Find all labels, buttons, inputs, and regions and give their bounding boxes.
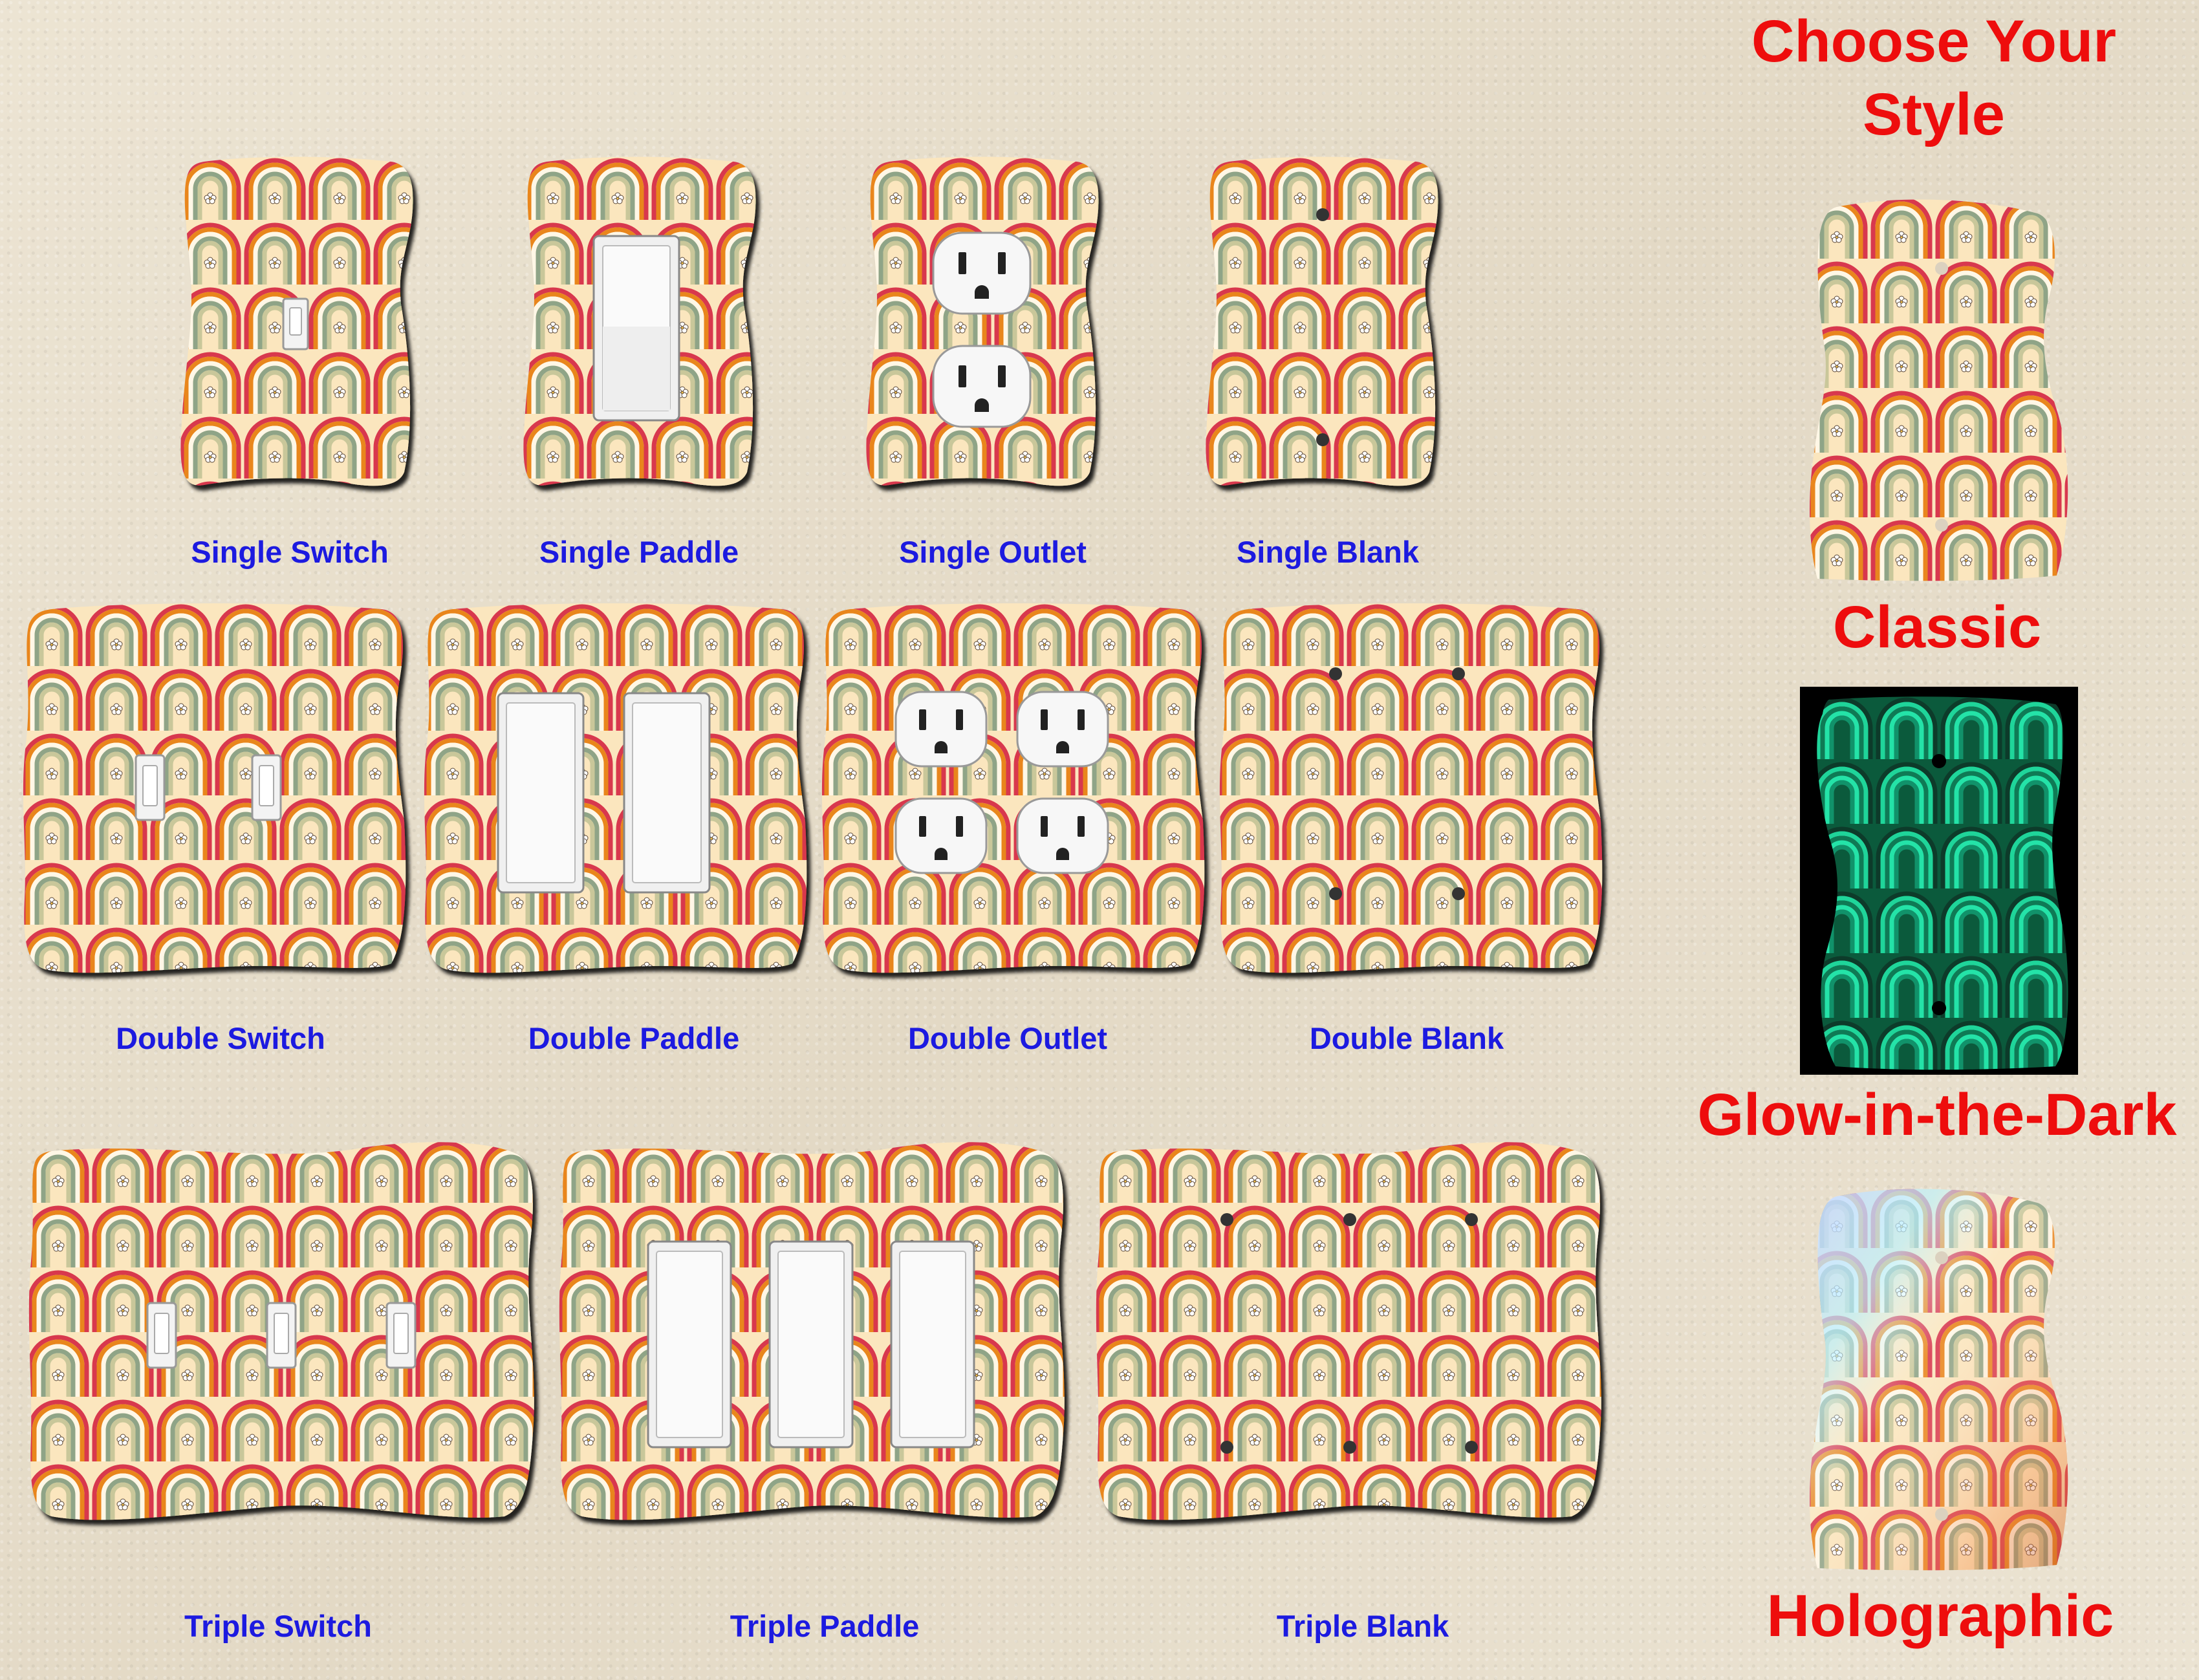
classic-style-label: Classic: [1832, 594, 2042, 660]
holographic-style-sample[interactable]: [1804, 1183, 2076, 1571]
plate-label: Single Switch: [191, 535, 389, 569]
plate-label: Single Blank: [1236, 535, 1420, 569]
plate-label: Double Switch: [116, 1021, 325, 1055]
triple-blank-plate[interactable]: [1093, 1138, 1604, 1526]
plate-label: Single Outlet: [899, 535, 1087, 569]
single-paddle-plate[interactable]: [521, 155, 760, 491]
single-blank-plate[interactable]: [1203, 155, 1442, 491]
choose-style-heading-line1: Choose Your: [1751, 8, 2116, 74]
plate-label: Single Paddle: [539, 535, 739, 569]
glow-style-sample[interactable]: [1810, 695, 2068, 1070]
double-switch-plate[interactable]: [19, 601, 407, 976]
choose-style-heading-line2: Style: [1863, 81, 2005, 147]
classic-style-sample[interactable]: [1804, 194, 2076, 582]
plate-label: Double Paddle: [528, 1021, 740, 1055]
triple-switch-plate[interactable]: [26, 1138, 537, 1526]
plate-label: Double Blank: [1309, 1021, 1504, 1055]
single-switch-plate[interactable]: [178, 155, 417, 491]
holographic-style-label: Holographic: [1766, 1583, 2114, 1649]
double-outlet-plate[interactable]: [818, 601, 1206, 976]
single-outlet-plate[interactable]: [863, 155, 1103, 491]
plate-label: Triple Blank: [1276, 1609, 1449, 1643]
plate-label: Double Outlet: [907, 1021, 1108, 1055]
plate-label: Triple Paddle: [730, 1609, 920, 1643]
double-blank-plate[interactable]: [1216, 601, 1604, 976]
plate-label: Triple Switch: [184, 1609, 372, 1643]
glow-style-label: Glow-in-the-Dark: [1697, 1082, 2177, 1148]
double-paddle-plate[interactable]: [420, 601, 808, 976]
triple-paddle-plate[interactable]: [556, 1138, 1067, 1526]
